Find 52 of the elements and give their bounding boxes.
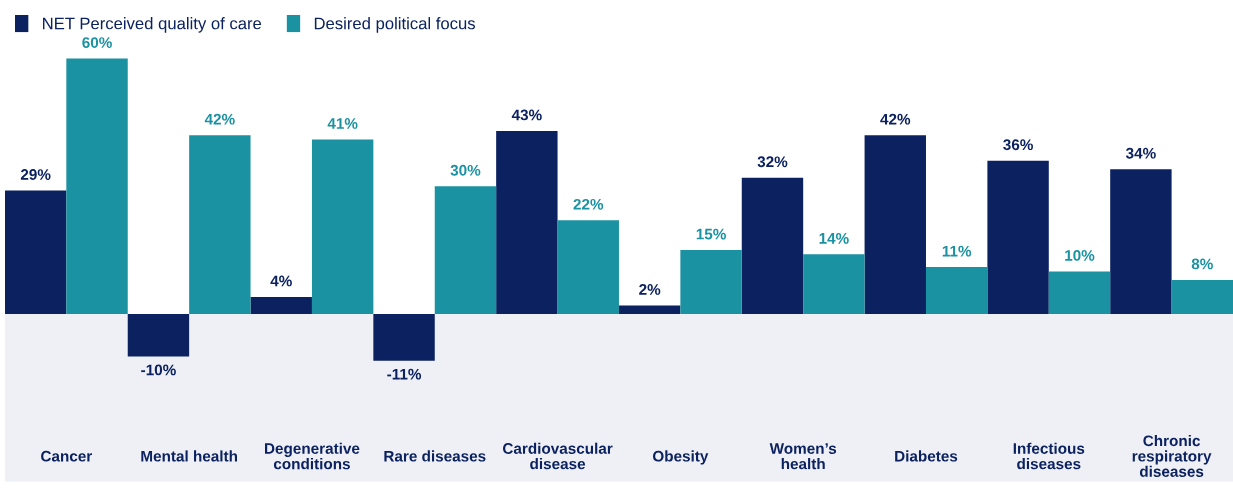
bar xyxy=(373,313,435,361)
x-tick-label: Cancer xyxy=(41,450,93,462)
bar xyxy=(803,254,865,314)
data-label: 42% xyxy=(204,113,235,125)
data-label: 32% xyxy=(757,156,788,168)
data-label: 14% xyxy=(819,233,849,244)
legend-label: Desired political focus xyxy=(314,17,476,33)
data-label: 29% xyxy=(20,169,51,180)
x-tick-label: Chronic respiratory diseases xyxy=(1132,435,1212,477)
bar xyxy=(925,267,988,314)
bar xyxy=(741,177,804,314)
data-label: 22% xyxy=(573,198,604,210)
data-label: 2% xyxy=(639,284,661,295)
data-label: 4% xyxy=(270,275,292,287)
bar xyxy=(680,250,742,314)
bar xyxy=(189,135,251,314)
x-tick-label: Rare diseases xyxy=(384,450,486,462)
data-label: 41% xyxy=(327,118,358,129)
x-tick-label: Cardiovascular disease xyxy=(503,442,613,470)
x-tick-label: Mental health xyxy=(141,450,238,462)
bar xyxy=(1171,279,1233,314)
bar xyxy=(1048,271,1111,314)
bar xyxy=(557,220,619,314)
x-tick-label: Infectious diseases xyxy=(1013,442,1085,470)
data-label: 10% xyxy=(1065,249,1095,261)
x-tick-label: Diabetes xyxy=(895,450,958,462)
bar xyxy=(864,135,926,314)
x-tick-label: Women’s health xyxy=(769,443,837,470)
data-label: 36% xyxy=(1003,139,1033,151)
data-label: 30% xyxy=(450,164,481,176)
data-label: 42% xyxy=(880,113,911,125)
bar xyxy=(311,139,374,314)
bar xyxy=(127,313,190,357)
data-label: 8% xyxy=(1191,258,1213,270)
bar xyxy=(496,130,558,314)
bar xyxy=(66,58,128,314)
data-label: -11% xyxy=(387,368,422,380)
bar xyxy=(987,160,1049,314)
data-label: 43% xyxy=(511,109,542,121)
bar xyxy=(1110,169,1172,314)
x-tick-label: Degenerative conditions xyxy=(265,442,360,470)
bar xyxy=(618,305,681,314)
data-label: 15% xyxy=(696,228,726,240)
data-label: -10% xyxy=(141,364,176,376)
x-tick-label: Obesity xyxy=(652,450,709,465)
bar xyxy=(250,296,312,314)
data-label: 60% xyxy=(82,37,112,48)
legend-label: NET Perceived quality of care xyxy=(43,17,262,33)
data-label: 34% xyxy=(1125,147,1156,159)
data-label: 11% xyxy=(942,245,972,257)
bar xyxy=(434,186,497,314)
bar xyxy=(4,190,67,314)
